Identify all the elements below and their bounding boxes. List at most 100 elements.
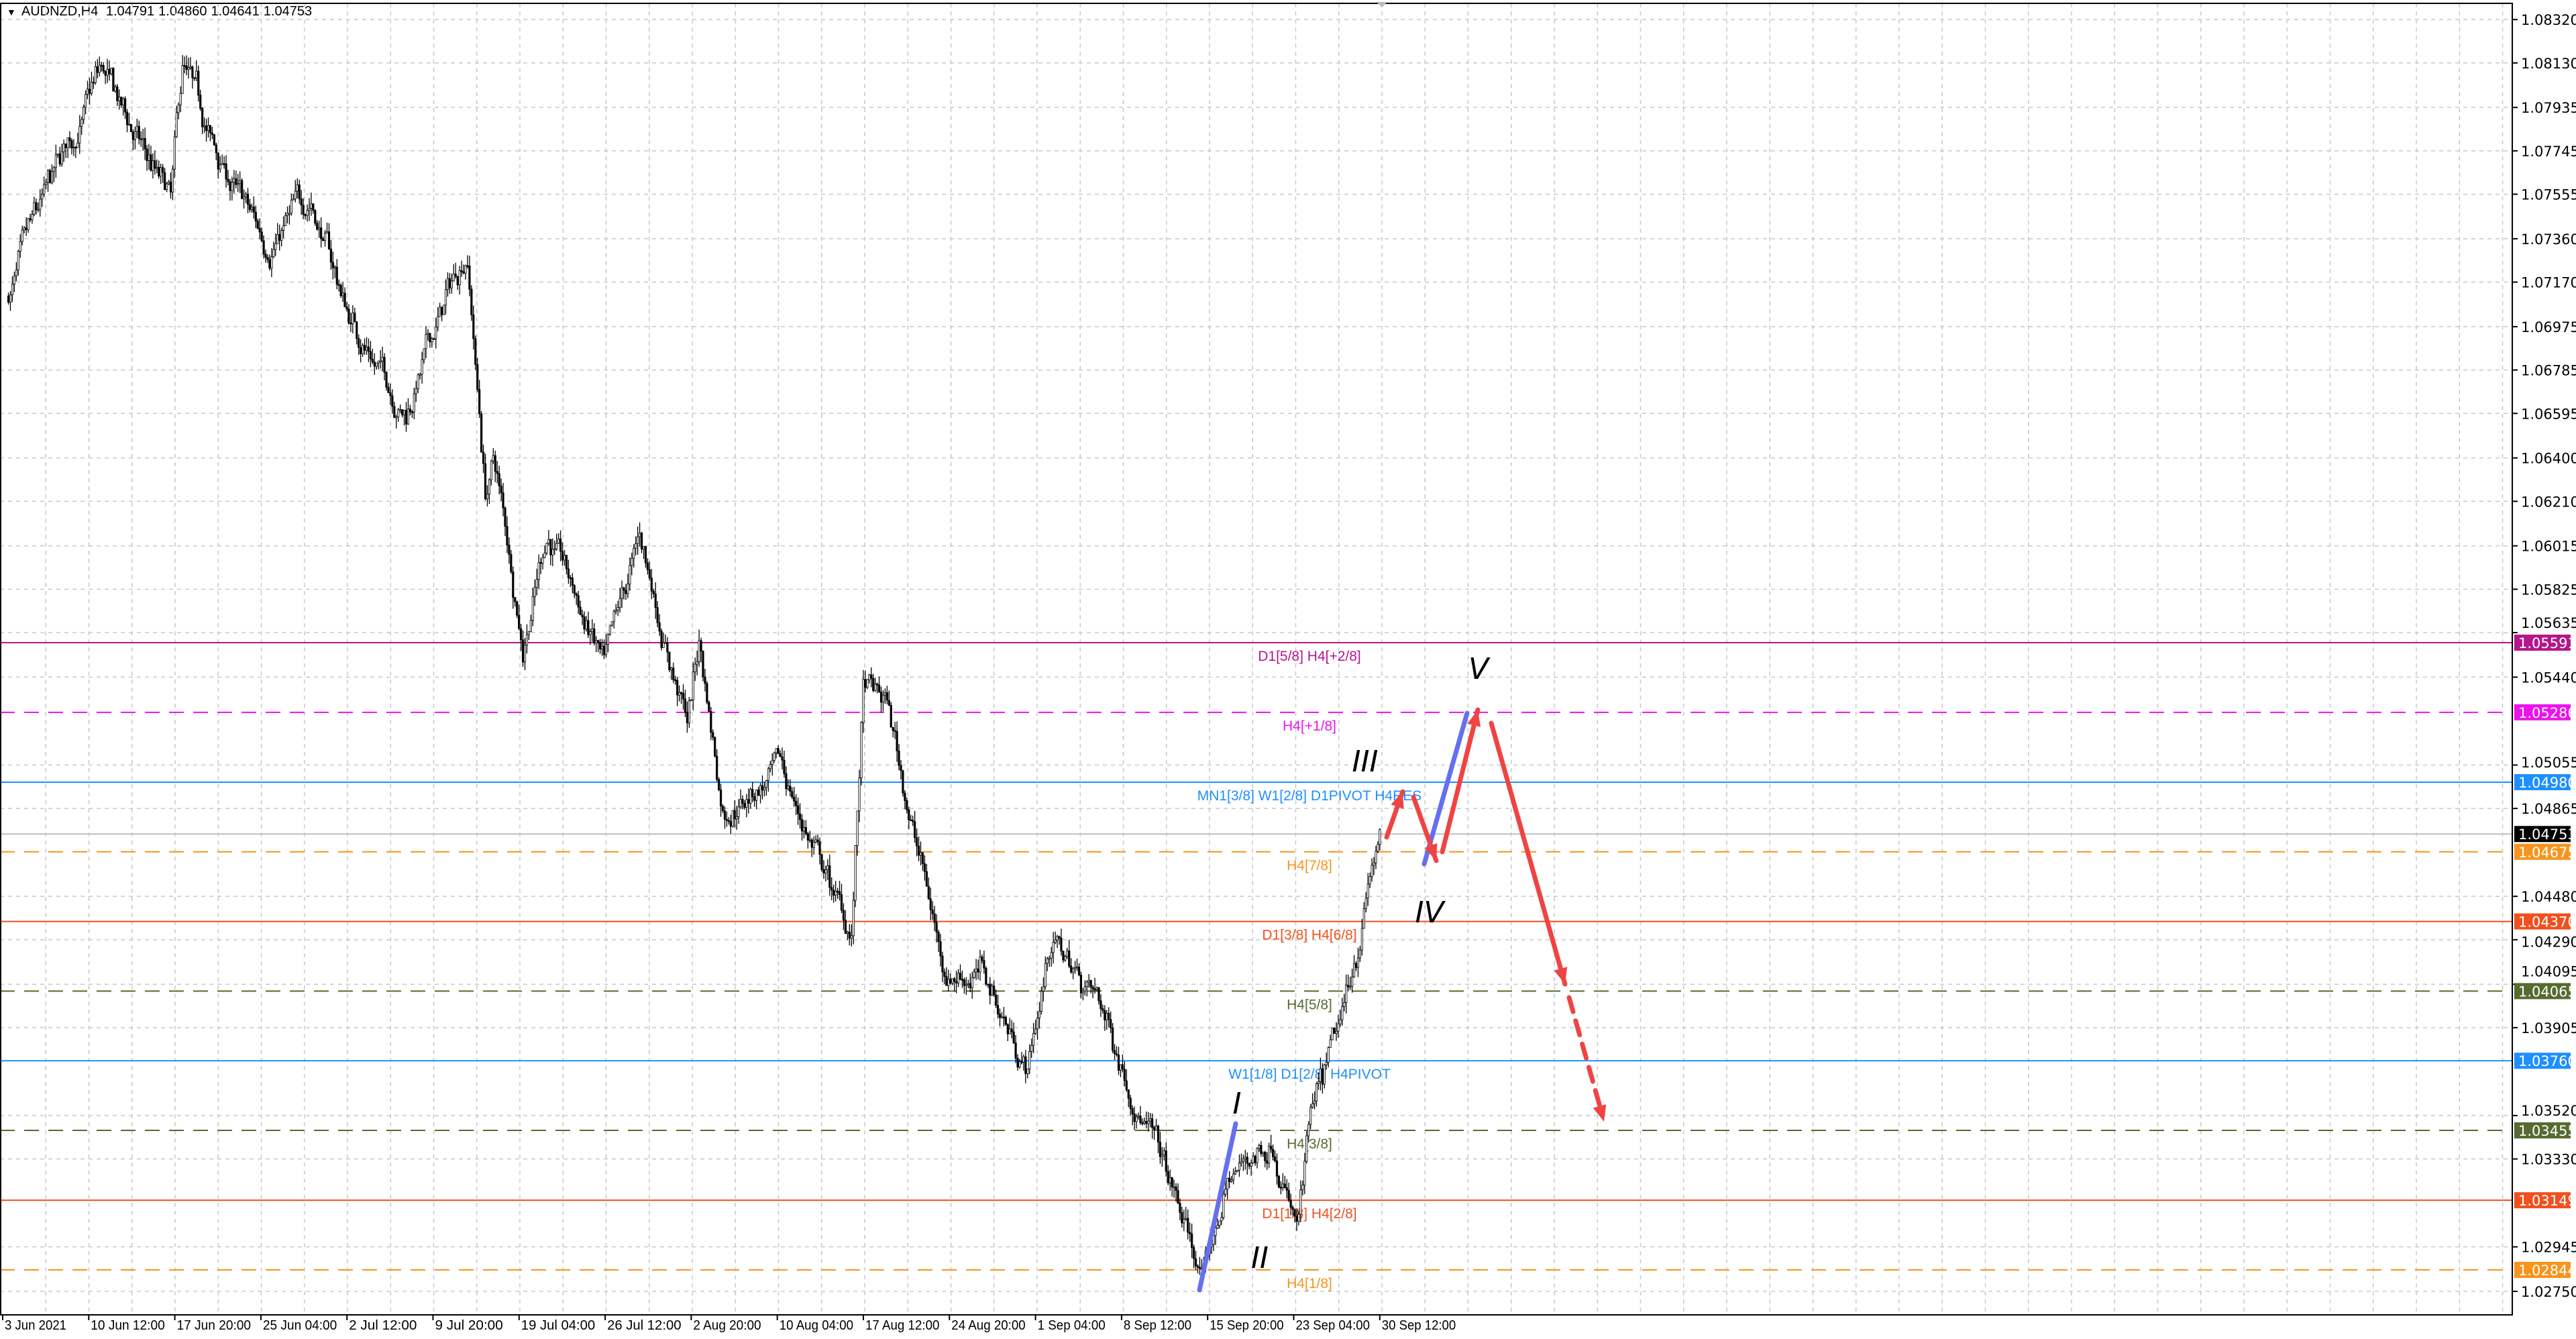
level-price-tag-box [2514, 1192, 2571, 1209]
candle-body [496, 471, 498, 474]
candle-body [397, 409, 400, 417]
candle-body [33, 202, 36, 215]
candle-body [58, 153, 61, 164]
level-price-tag-box [2514, 1053, 2571, 1069]
candle-body [266, 257, 269, 260]
candle-body [179, 93, 182, 105]
candle-body [1270, 1146, 1273, 1150]
candle-body [207, 125, 210, 131]
time-tick-label: 3 Jun 2021 [5, 1318, 66, 1333]
candle-body [1214, 1228, 1217, 1236]
price-axis[interactable]: 1.08320 1.08130 1.07935 1.07745 1.07555 1.073… [2512, 12, 2576, 1300]
candle-body [1354, 963, 1358, 968]
candle-body [1064, 956, 1067, 961]
close-value: 1.04753 [263, 4, 313, 19]
candle-body [1018, 1061, 1021, 1068]
price-tick-label: 1.07745 [2521, 144, 2576, 160]
chart-shift-marker[interactable] [1377, 2, 1387, 7]
candle-body [955, 981, 958, 983]
candle-body [7, 295, 10, 303]
candle-body [1362, 908, 1365, 929]
candle-body [824, 869, 827, 873]
candle-body [1377, 844, 1379, 852]
arrowhead-icon [1424, 843, 1438, 861]
candle-body [763, 787, 766, 791]
time-tick-label: 25 Jun 04:00 [263, 1318, 337, 1333]
candle-body [154, 160, 156, 169]
candle-body [898, 750, 900, 766]
candle-body [320, 227, 323, 239]
candle-body [41, 194, 44, 200]
candle-body [131, 131, 135, 140]
candle-body [1004, 1016, 1007, 1025]
candle-body [706, 683, 708, 703]
candle-body [523, 645, 527, 663]
candle-body [118, 97, 121, 101]
candle-body [1079, 974, 1083, 994]
candle-body [1177, 1190, 1179, 1203]
candle-body [854, 845, 857, 901]
candle-body [304, 214, 307, 216]
candle-body [894, 730, 896, 732]
candle-body [646, 562, 649, 570]
candle-body [341, 292, 344, 297]
candle-body [476, 364, 479, 390]
level-label: D1[5/8] H4[+2/8] [1258, 649, 1361, 664]
candle-body [164, 172, 166, 191]
candle-body [557, 538, 560, 544]
candle-body [614, 610, 617, 612]
candle-body [608, 625, 611, 635]
candle-body [1115, 1053, 1118, 1055]
price-tick-label: 1.07935 [2521, 100, 2576, 116]
candle-body [225, 163, 227, 180]
candle-body [739, 798, 742, 808]
candle-body [1317, 1081, 1320, 1084]
candle-body [1000, 1016, 1004, 1018]
candle-body [339, 284, 342, 297]
level-price-tag: 1.05286 [2518, 705, 2576, 721]
candle-body [112, 68, 115, 92]
candle-body [1014, 1042, 1017, 1059]
candle-body [1224, 1189, 1227, 1195]
candle-body [322, 238, 325, 242]
candle-body [395, 417, 398, 419]
candle-body [1183, 1219, 1185, 1224]
candle-body [712, 732, 714, 738]
candle-body [1356, 957, 1360, 968]
time-tick-label: 9 Jul 20:00 [435, 1318, 503, 1333]
candle-body [850, 935, 853, 939]
candle-body [1129, 1097, 1132, 1109]
candle-body [15, 269, 17, 276]
candle-body [23, 227, 25, 231]
candle-body [941, 955, 944, 973]
candle-body [72, 146, 75, 149]
price-tick-label: 1.07170 [2521, 275, 2576, 291]
candle-body [1083, 986, 1086, 992]
candle-body [411, 411, 413, 413]
triangle-down-icon[interactable]: ▼ [7, 7, 16, 17]
candle-body [1258, 1144, 1260, 1149]
candle-body [136, 125, 138, 132]
candle-body [718, 779, 720, 790]
candle-body [1181, 1212, 1183, 1224]
candle-body [1238, 1163, 1241, 1171]
candle-body [910, 819, 912, 821]
candle-body [48, 170, 52, 183]
candle-body [175, 112, 178, 138]
price-tick-label: 1.06015 [2521, 539, 2576, 555]
candle-body [1236, 1169, 1239, 1172]
candle-body [446, 278, 449, 290]
candle-body [1285, 1187, 1288, 1191]
candle-body [460, 270, 463, 272]
level-label: D1[3/8] H4[6/8] [1262, 928, 1356, 943]
candle-body [656, 607, 659, 623]
candle-body [719, 789, 722, 807]
level-price-tag: 1.03760 [2518, 1053, 2576, 1069]
time-axis[interactable]: 3 Jun 2021 10 Jun 12:00 17 Jun 20:00 25 Jun… [2, 1315, 1456, 1333]
candle-body [358, 338, 360, 348]
candle-body [890, 704, 892, 728]
candle-body [965, 983, 967, 986]
candle-body [308, 208, 311, 211]
candle-body [1153, 1127, 1156, 1131]
